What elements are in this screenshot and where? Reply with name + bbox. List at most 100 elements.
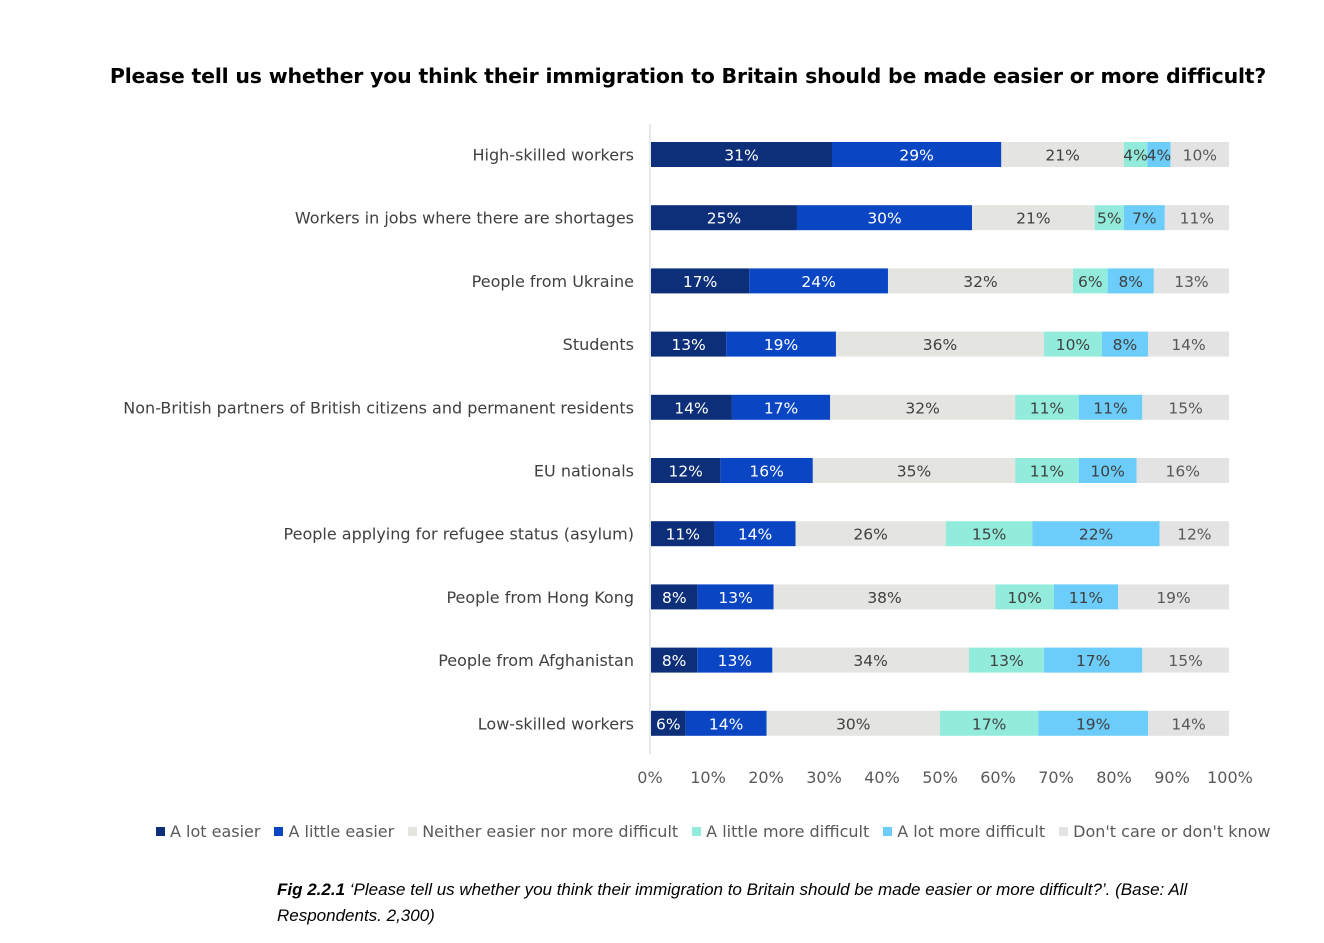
bar-students-neither-easier-nor-more-difficult (835, 331, 1045, 357)
bar-workers-in-jobs-where-there-are-shortages-don-t-care-or-don-t-know (1164, 205, 1229, 231)
data-label-people-from-ukraine-a-little-more-difficult: 6% (1078, 273, 1103, 291)
data-label-low-skilled-workers-a-lot-more-difficult: 19% (1076, 715, 1110, 733)
data-label-people-from-ukraine-neither-easier-nor-more-difficult: 32% (963, 273, 997, 291)
data-label-students-a-little-easier: 19% (764, 336, 798, 354)
data-label-non-british-partners-of-british-citizens-and-permanent-residents-a-lot-easier: 14% (674, 399, 708, 417)
bar-people-from-hong-kong-neither-easier-nor-more-difficult (773, 584, 996, 610)
bar-low-skilled-workers-don-t-care-or-don-t-know (1148, 710, 1229, 736)
data-label-people-from-hong-kong-a-lot-easier: 8% (662, 589, 687, 607)
bar-people-from-ukraine-a-little-easier (749, 268, 888, 294)
bar-non-british-partners-of-british-citizens-and-permanent-residents-a-lot-more-difficult (1078, 394, 1143, 420)
data-label-workers-in-jobs-where-there-are-shortages-don-t-care-or-don-t-know: 11% (1180, 210, 1214, 228)
data-label-workers-in-jobs-where-there-are-shortages-a-little-easier: 30% (867, 210, 901, 228)
bar-eu-nationals-a-lot-more-difficult (1078, 458, 1137, 483)
bar-high-skilled-workers-don-t-care-or-don-t-know (1170, 142, 1229, 167)
bar-workers-in-jobs-where-there-are-shortages-neither-easier-nor-more-difficult (972, 205, 1095, 231)
data-label-low-skilled-workers-don-t-care-or-don-t-know: 14% (1171, 715, 1205, 733)
bar-eu-nationals-a-little-easier (720, 458, 813, 483)
data-label-people-from-afghanistan-a-little-more-difficult: 13% (989, 652, 1023, 670)
x-tick-label: 100% (1207, 768, 1253, 787)
bar-people-from-afghanistan-a-lot-easier (651, 647, 698, 673)
data-label-eu-nationals-a-lot-more-difficult: 10% (1090, 463, 1124, 481)
legend-label: A lot more difficult (897, 822, 1046, 841)
data-label-people-applying-for-refugee-status-asylum-a-little-easier: 14% (738, 526, 772, 544)
bar-low-skilled-workers-a-little-easier (685, 710, 767, 736)
legend-label: A little easier (288, 822, 395, 841)
data-label-eu-nationals-don-t-care-or-don-t-know: 16% (1166, 463, 1200, 481)
x-tick-label: 30% (806, 768, 842, 787)
data-label-people-from-hong-kong-a-lot-more-difficult: 11% (1069, 589, 1103, 607)
bar-non-british-partners-of-british-citizens-and-permanent-residents-don-t-care-or-don-t-know (1142, 394, 1229, 420)
data-label-people-from-afghanistan-a-lot-easier: 8% (662, 652, 687, 670)
data-label-non-british-partners-of-british-citizens-and-permanent-residents-a-little-easier: 17% (764, 399, 798, 417)
data-label-non-british-partners-of-british-citizens-and-permanent-residents-neither-easier-nor-more-difficult: 32% (905, 399, 939, 417)
data-label-students-neither-easier-nor-more-difficult: 36% (923, 336, 957, 354)
x-tick-label: 40% (864, 768, 900, 787)
bar-high-skilled-workers-a-little-more-difficult (1123, 142, 1148, 167)
bar-people-from-ukraine-a-lot-more-difficult (1107, 268, 1154, 294)
bar-people-from-afghanistan-a-lot-more-difficult (1044, 647, 1143, 673)
bar-low-skilled-workers-a-lot-more-difficult (1038, 710, 1149, 736)
data-label-people-from-hong-kong-a-little-easier: 13% (718, 589, 752, 607)
bar-students-a-lot-more-difficult (1101, 331, 1149, 357)
bar-people-from-afghanistan-neither-easier-nor-more-difficult (772, 647, 969, 673)
legend-swatch (156, 827, 165, 836)
bar-people-from-ukraine-neither-easier-nor-more-difficult (887, 268, 1073, 294)
legend-item-a-lot-easier: A lot easier (156, 822, 260, 841)
bar-non-british-partners-of-british-citizens-and-permanent-residents-a-little-more-difficult (1015, 394, 1079, 420)
category-label-people-from-hong-kong: People from Hong Kong (446, 588, 634, 607)
bar-non-british-partners-of-british-citizens-and-permanent-residents-a-little-easier (731, 394, 831, 420)
x-tick-label: 60% (980, 768, 1016, 787)
bar-people-applying-for-refugee-status-asylum-a-lot-easier (651, 521, 715, 547)
bar-non-british-partners-of-british-citizens-and-permanent-residents-neither-easier-nor-more-difficult (830, 394, 1016, 420)
legend-label: Don't care or don't know (1073, 822, 1271, 841)
data-label-people-applying-for-refugee-status-asylum-a-lot-more-difficult: 22% (1079, 526, 1113, 544)
bar-workers-in-jobs-where-there-are-shortages-a-lot-more-difficult (1123, 205, 1165, 231)
bar-workers-in-jobs-where-there-are-shortages-a-little-more-difficult (1094, 205, 1124, 231)
bar-low-skilled-workers-a-lot-easier (651, 710, 686, 736)
legend-item-a-little-more-difficult: A little more difficult (692, 822, 869, 841)
x-tick-label: 90% (1154, 768, 1190, 787)
bar-people-from-afghanistan-a-little-more-difficult (968, 647, 1045, 673)
legend-swatch (883, 827, 893, 836)
legend-swatch (1059, 827, 1069, 836)
bar-people-from-afghanistan-a-little-easier (697, 647, 773, 673)
data-label-workers-in-jobs-where-there-are-shortages-a-lot-easier: 25% (707, 210, 741, 228)
x-axis-ticks: 0% 10% 20% 30% 40% 50% 60% 70% 80% 90% 100% (637, 768, 1253, 787)
bar-eu-nationals-a-lot-easier (651, 458, 721, 483)
data-label-high-skilled-workers-neither-easier-nor-more-difficult: 21% (1045, 147, 1079, 165)
data-label-high-skilled-workers-a-lot-more-difficult: 4% (1147, 147, 1172, 165)
bar-people-applying-for-refugee-status-asylum-a-lot-more-difficult (1032, 521, 1160, 547)
category-label-students: Students (563, 335, 634, 354)
bar-people-from-hong-kong-a-little-more-difficult (995, 584, 1054, 610)
legend-swatch (408, 827, 418, 836)
legend-item-don-t-care-or-don-t-know: Don't care or don't know (1059, 822, 1271, 841)
data-label-people-from-ukraine-don-t-care-or-don-t-know: 13% (1174, 273, 1208, 291)
data-label-workers-in-jobs-where-there-are-shortages-a-lot-more-difficult: 7% (1132, 210, 1157, 228)
x-tick-label: 10% (690, 768, 726, 787)
legend-item-a-little-easier: A little easier (274, 822, 394, 841)
data-label-low-skilled-workers-a-lot-easier: 6% (656, 715, 681, 733)
bar-high-skilled-workers-a-lot-more-difficult (1147, 142, 1171, 167)
data-label-low-skilled-workers-a-little-more-difficult: 17% (972, 715, 1006, 733)
bar-high-skilled-workers-a-little-easier (831, 142, 1002, 167)
data-label-eu-nationals-a-little-more-difficult: 11% (1030, 463, 1064, 481)
category-label-low-skilled-workers: Low-skilled workers (478, 714, 634, 733)
bar-low-skilled-workers-a-little-more-difficult (940, 710, 1039, 736)
data-label-eu-nationals-neither-easier-nor-more-difficult: 35% (897, 463, 931, 481)
data-label-people-from-hong-kong-a-little-more-difficult: 10% (1007, 589, 1041, 607)
bar-non-british-partners-of-british-citizens-and-permanent-residents-a-lot-easier (651, 394, 732, 420)
legend-swatch (274, 827, 284, 836)
data-label-students-a-lot-more-difficult: 8% (1113, 336, 1138, 354)
caption-fig-label: Fig 2.2.1 (277, 880, 346, 899)
data-label-workers-in-jobs-where-there-are-shortages-neither-easier-nor-more-difficult: 21% (1016, 210, 1050, 228)
data-label-people-from-ukraine-a-lot-more-difficult: 8% (1118, 273, 1143, 291)
data-label-non-british-partners-of-british-citizens-and-permanent-residents-a-lot-more-difficult: 11% (1093, 399, 1127, 417)
bar-workers-in-jobs-where-there-are-shortages-a-lot-easier (651, 205, 797, 231)
data-label-students-a-little-more-difficult: 10% (1056, 336, 1090, 354)
data-label-people-from-hong-kong-neither-easier-nor-more-difficult: 38% (867, 589, 901, 607)
bar-people-from-afghanistan-don-t-care-or-don-t-know (1142, 647, 1229, 673)
caption-text: ‘Please tell us whether you think their … (277, 880, 1188, 925)
category-label-non-british-partners-of-british-citizens-and-permanent-residents: Non-British partners of British citizens… (123, 398, 634, 417)
bar-people-applying-for-refugee-status-asylum-neither-easier-nor-more-difficult (795, 521, 946, 547)
